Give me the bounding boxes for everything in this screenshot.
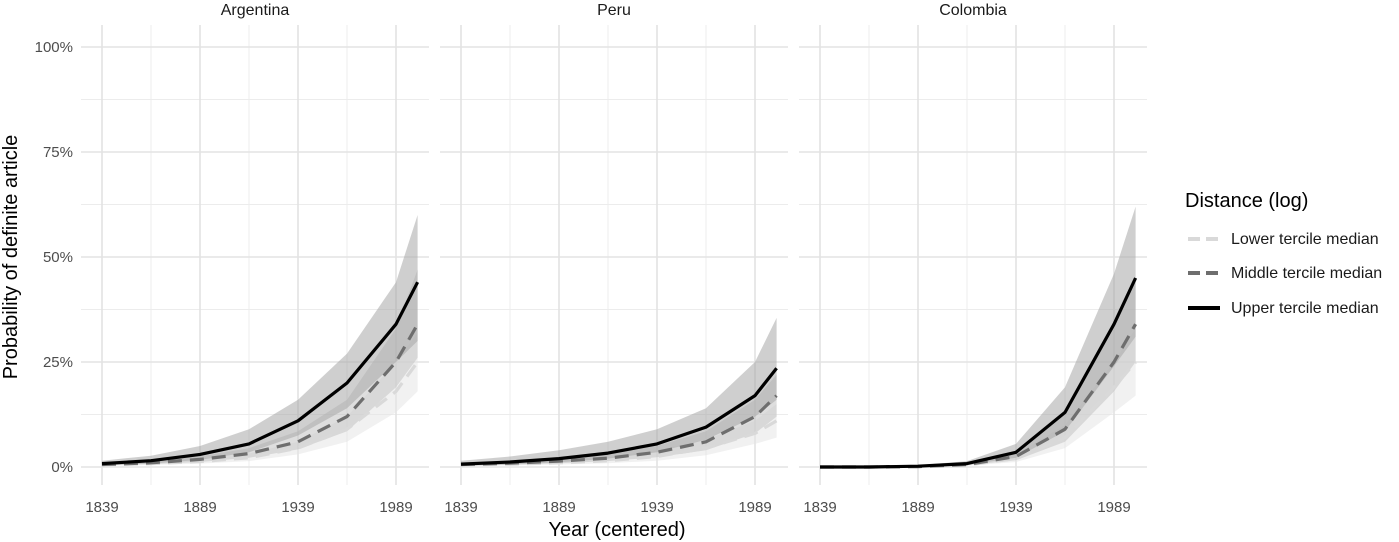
legend-label: Lower tercile median bbox=[1231, 231, 1379, 248]
x-tick-label: 1939 bbox=[640, 499, 673, 516]
x-axis-title: Year (centered) bbox=[548, 519, 685, 541]
line-upper-tercile-median bbox=[101, 281, 420, 466]
y-tick-label: 25% bbox=[43, 354, 73, 371]
legend-item: Lower tercile median bbox=[1188, 231, 1379, 248]
panel-colombia: Colombia 1839 1889 1939 1989 bbox=[799, 2, 1147, 516]
x-tick-label: 1989 bbox=[738, 499, 771, 516]
x-tick-label: 1989 bbox=[1097, 499, 1130, 516]
legend-label: Middle tercile median bbox=[1231, 265, 1382, 282]
ribbon-upper-tercile-median bbox=[102, 215, 418, 466]
gridlines bbox=[440, 25, 788, 485]
legend-label: Upper tercile median bbox=[1231, 300, 1379, 317]
x-tick-label: 1939 bbox=[281, 499, 314, 516]
series-lines bbox=[101, 281, 420, 467]
legend: Distance (log) Lower tercile median Middl… bbox=[1185, 190, 1382, 317]
ribbon-middle-tercile-median bbox=[461, 374, 777, 466]
x-tick-label: 1989 bbox=[379, 499, 412, 516]
y-tick-label: 75% bbox=[43, 144, 73, 161]
line-middle-tercile-median bbox=[101, 323, 419, 467]
y-tick-label: 50% bbox=[43, 249, 73, 266]
facet-title: Colombia bbox=[939, 2, 1007, 19]
line-upper-tercile-median bbox=[820, 277, 1138, 469]
legend-title: Distance (log) bbox=[1185, 190, 1308, 212]
ribbon-upper-tercile-median bbox=[820, 206, 1136, 467]
chart-panels: Argentina 1839 1889 1939 1989 0% 25% 50% 75% 100%… bbox=[35, 2, 1147, 516]
legend-item: Upper tercile median bbox=[1188, 300, 1379, 317]
confidence-ribbons bbox=[461, 317, 777, 466]
x-tick-label: 1889 bbox=[901, 499, 934, 516]
y-tick-label: 0% bbox=[51, 459, 73, 476]
facet-title: Peru bbox=[597, 2, 631, 19]
confidence-ribbons bbox=[820, 206, 1136, 467]
series-lines bbox=[460, 367, 778, 467]
legend-item: Middle tercile median bbox=[1188, 265, 1382, 282]
x-tick-label: 1889 bbox=[183, 499, 216, 516]
gridlines bbox=[799, 25, 1147, 485]
confidence-ribbons bbox=[102, 215, 418, 466]
line-upper-tercile-median bbox=[460, 367, 778, 466]
ribbon-middle-tercile-median bbox=[102, 269, 418, 466]
x-tick-label: 1889 bbox=[542, 499, 575, 516]
x-tick-label: 1939 bbox=[999, 499, 1032, 516]
y-tick-label: 100% bbox=[35, 39, 73, 56]
series-lines bbox=[820, 277, 1138, 469]
facet-title: Argentina bbox=[221, 2, 290, 19]
y-axis-title: Probability of definite article bbox=[0, 135, 22, 380]
panel-argentina: Argentina 1839 1889 1939 1989 0% 25% 50% 75% 100% bbox=[35, 2, 429, 516]
x-tick-label: 1839 bbox=[803, 499, 836, 516]
x-tick-label: 1839 bbox=[444, 499, 477, 516]
panel-peru: Peru 1839 1889 1939 1989 bbox=[440, 2, 788, 516]
x-tick-label: 1839 bbox=[85, 499, 118, 516]
gridlines bbox=[81, 25, 429, 485]
